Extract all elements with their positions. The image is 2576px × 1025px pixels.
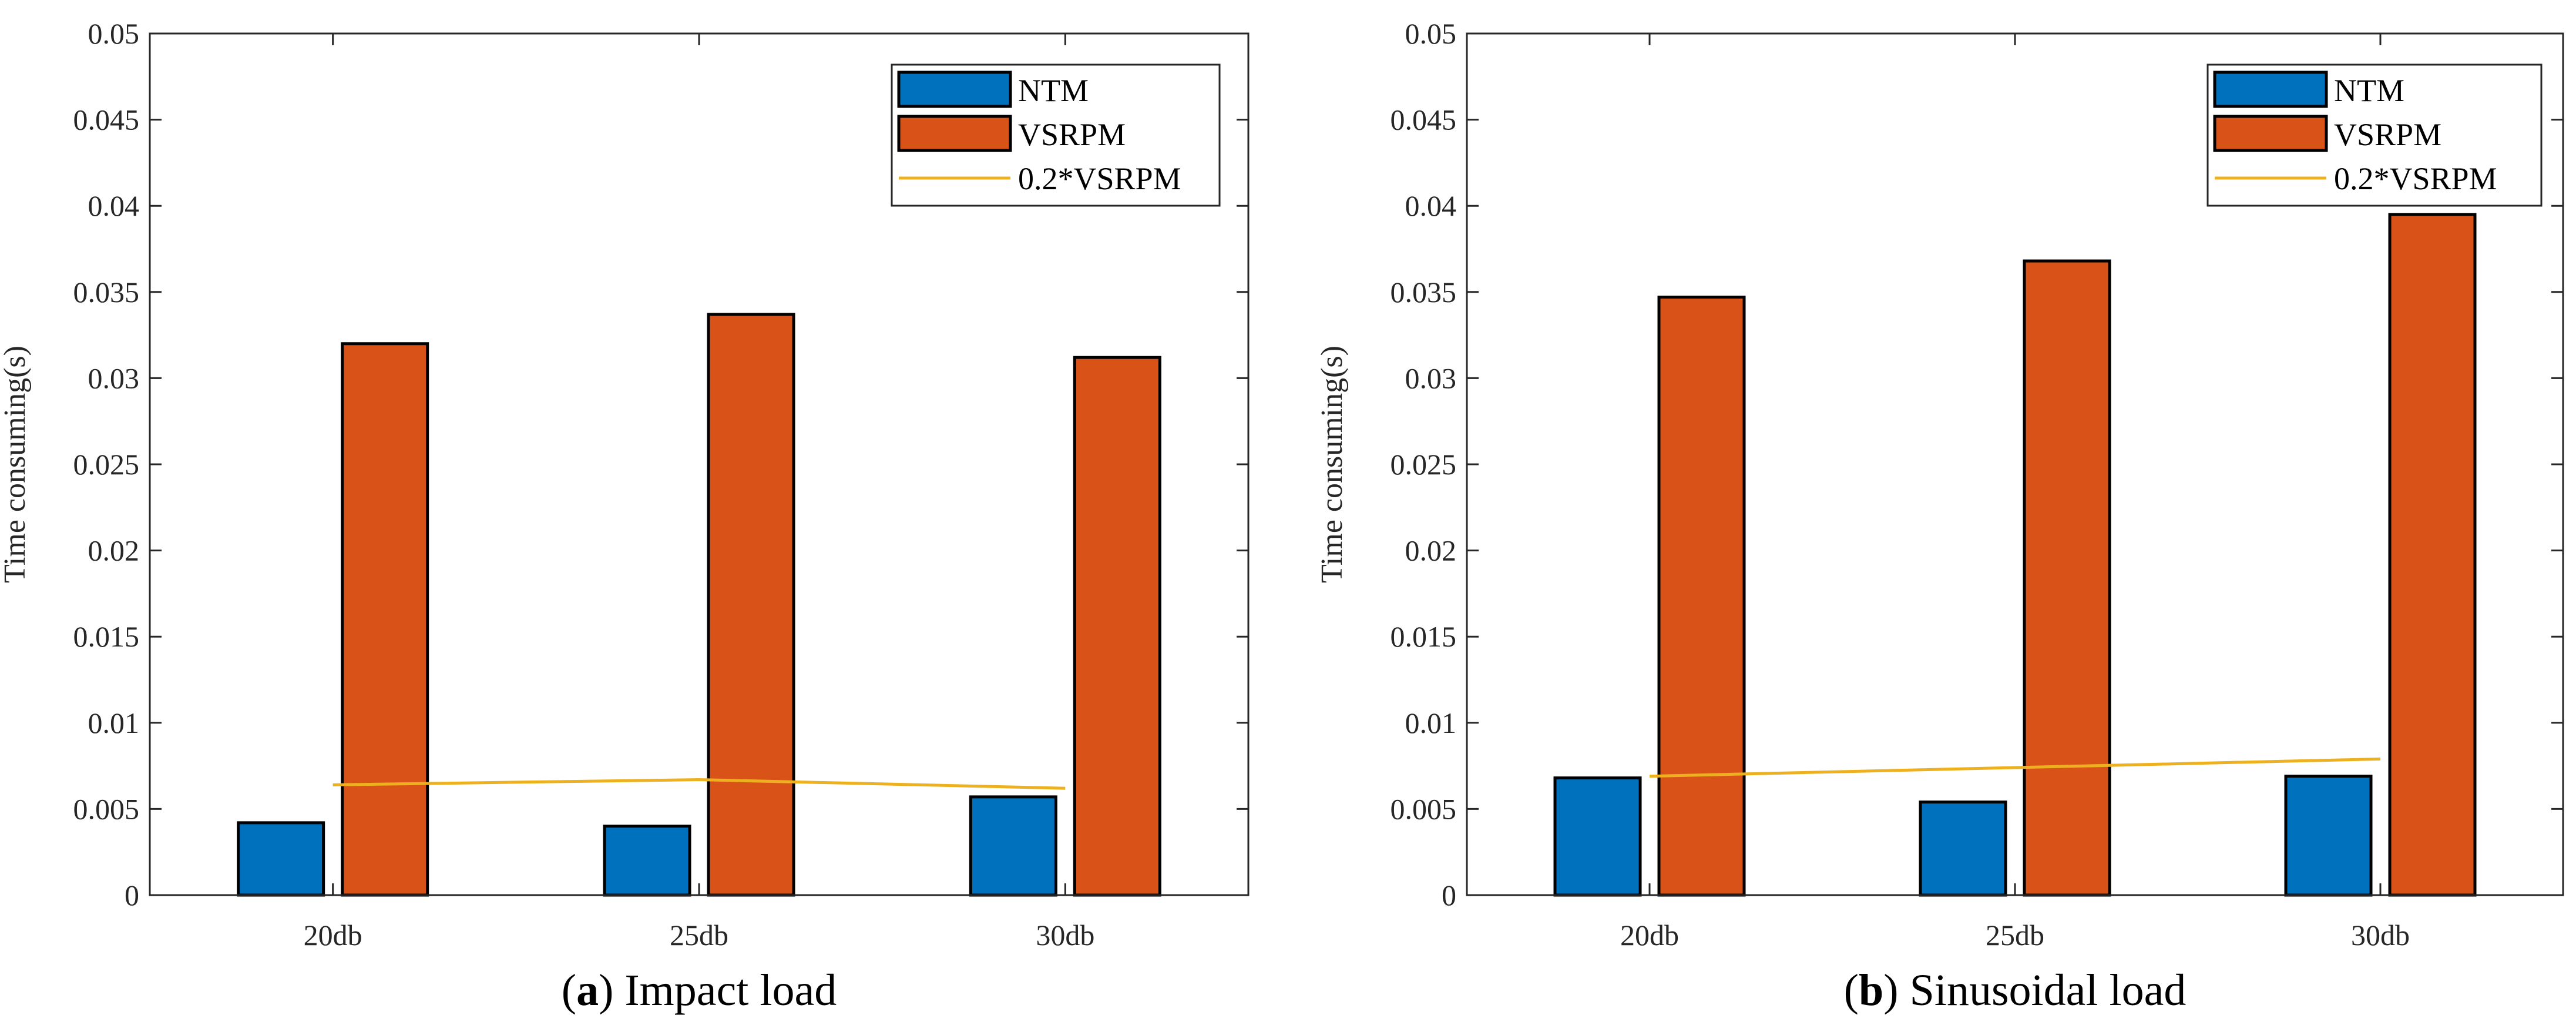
y-tick-label: 0.035 bbox=[73, 276, 140, 309]
legend-entry: NTM bbox=[897, 71, 1089, 108]
legend-label: VSRPM bbox=[2334, 117, 2441, 152]
axes-box bbox=[149, 32, 1250, 896]
legend-label: 0.2*VSRPM bbox=[1018, 161, 1181, 196]
x-tick-label: 20db bbox=[304, 919, 362, 952]
caption-paren: ) bbox=[599, 966, 624, 1015]
y-tick-label: 0.03 bbox=[1405, 361, 1457, 394]
bar-ntm-20db bbox=[237, 821, 325, 897]
legend-label: 0.2*VSRPM bbox=[2334, 161, 2497, 196]
y-axis-label: Time consuming(s) bbox=[0, 346, 32, 583]
legend-swatch-ntm bbox=[897, 71, 1012, 108]
panel-caption: (a) Impact load bbox=[562, 966, 837, 1015]
legend-entry: NTM bbox=[2213, 71, 2404, 108]
x-tick-label: 20db bbox=[1620, 919, 1679, 952]
y-tick-label: 0.025 bbox=[1391, 448, 1457, 481]
y-tick-label: 0.005 bbox=[73, 792, 140, 825]
bar-ntm-25db bbox=[603, 825, 691, 897]
y-tick-label: 0.035 bbox=[1391, 276, 1457, 309]
legend-swatch-vsrpm bbox=[2213, 115, 2328, 152]
y-tick-label: 0.025 bbox=[73, 448, 140, 481]
y-tick-label: 0.04 bbox=[1405, 189, 1457, 222]
caption-text: Sinusoidal load bbox=[1910, 966, 2187, 1015]
caption-letter: a bbox=[576, 966, 599, 1015]
bar-vsrpm-25db bbox=[2023, 259, 2111, 897]
bar-ntm-20db bbox=[1553, 776, 1642, 897]
bar-vsrpm-30db bbox=[1073, 356, 1161, 897]
y-tick-label: 0 bbox=[125, 879, 139, 912]
y-tick-label: 0.03 bbox=[88, 361, 140, 394]
x-tick-label: 25db bbox=[1986, 919, 2044, 952]
y-tick-label: 0.05 bbox=[88, 17, 140, 50]
legend-entry: VSRPM bbox=[897, 115, 1126, 152]
y-tick-label: 0.02 bbox=[1405, 534, 1457, 567]
y-axis-label: Time consuming(s) bbox=[1315, 346, 1349, 583]
y-tick-label: 0.015 bbox=[1391, 620, 1457, 653]
bar-vsrpm-20db bbox=[1657, 296, 1746, 897]
caption-paren: ) bbox=[1883, 966, 1909, 1015]
y-tick-label: 0.015 bbox=[73, 620, 140, 653]
legend-swatch-ntm bbox=[2213, 71, 2328, 108]
legend-label: VSRPM bbox=[1018, 117, 1126, 152]
legend-label: NTM bbox=[1018, 73, 1089, 108]
x-tick-label: 30db bbox=[2351, 919, 2410, 952]
x-tick-label: 25db bbox=[670, 919, 728, 952]
bar-vsrpm-25db bbox=[707, 313, 795, 897]
legend: NTM VSRPM 0.2*VSRPM bbox=[2206, 63, 2543, 207]
caption-text: Impact load bbox=[624, 966, 837, 1015]
legend-label: NTM bbox=[2334, 73, 2404, 108]
y-tick-label: 0.045 bbox=[73, 103, 140, 136]
panel-caption: (b) Sinusoidal load bbox=[1844, 966, 2187, 1015]
x-tick-label: 30db bbox=[1036, 919, 1094, 952]
y-tick-label: 0.05 bbox=[1405, 17, 1457, 50]
legend-swatch-vsrpm bbox=[897, 115, 1012, 152]
chart-panel-a: 0 0.005 0.01 0.015 0.02 0.025 0.03 0.035 0.04 0.0… bbox=[0, 17, 1250, 1015]
line-series-0-2-vsrpm bbox=[333, 778, 1066, 790]
bar-vsrpm-20db bbox=[341, 342, 429, 897]
y-tick-label: 0.01 bbox=[88, 706, 140, 739]
line-series-0-2-vsrpm bbox=[1649, 757, 2381, 778]
legend: NTM VSRPM 0.2*VSRPM bbox=[891, 63, 1221, 207]
y-tick-label: 0.005 bbox=[1391, 792, 1457, 825]
legend-entry: 0.2*VSRPM bbox=[2215, 161, 2497, 196]
legend-entry: 0.2*VSRPM bbox=[899, 161, 1181, 196]
bar-ntm-25db bbox=[1919, 800, 2007, 897]
y-tick-label: 0.045 bbox=[1391, 103, 1457, 136]
caption-letter: b bbox=[1859, 966, 1883, 1015]
bar-vsrpm-30db bbox=[2388, 213, 2477, 897]
bar-ntm-30db bbox=[969, 795, 1057, 897]
chart-panel-b: 0 0.005 0.01 0.015 0.02 0.025 0.03 0.035 0.04 0.0… bbox=[1315, 17, 2564, 1015]
y-tick-label: 0.02 bbox=[88, 534, 140, 567]
caption-paren: ( bbox=[562, 966, 576, 1015]
y-tick-label: 0.01 bbox=[1405, 706, 1457, 739]
y-tick-label: 0 bbox=[1442, 879, 1456, 912]
legend-entry: VSRPM bbox=[2213, 115, 2441, 152]
bar-ntm-30db bbox=[2284, 775, 2373, 897]
y-tick-label: 0.04 bbox=[88, 189, 140, 222]
caption-paren: ( bbox=[1844, 966, 1859, 1015]
axes-box bbox=[1466, 32, 2564, 896]
